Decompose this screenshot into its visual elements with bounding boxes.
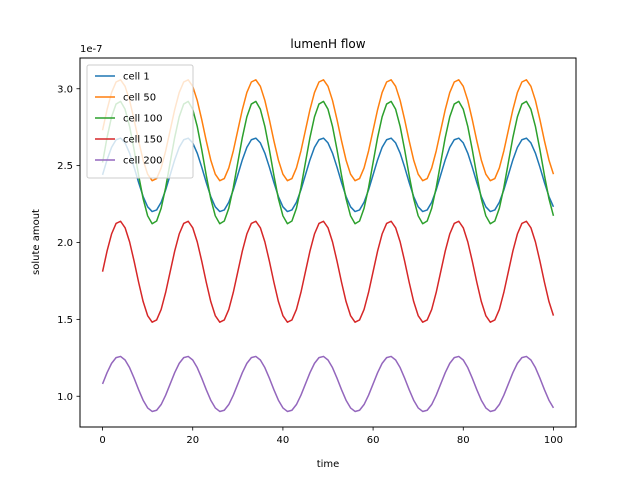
y-axis: 1.0 1.5 2.0 2.5 3.0 (57, 84, 80, 403)
y-offset-label: 1e-7 (80, 44, 103, 55)
y-tick-label: 2.0 (57, 238, 73, 249)
legend-box (86, 64, 194, 179)
series-line-5 (101, 355, 555, 413)
legend-entry: cell 100 (123, 114, 162, 125)
x-axis: 0 20 40 60 80 100 (99, 427, 563, 446)
x-tick-label: 80 (457, 435, 470, 446)
legend-entry: cell 150 (123, 135, 162, 146)
legend-entry: cell 50 (123, 93, 156, 104)
y-axis-label: solute amout (31, 209, 42, 275)
y-tick-label: 3.0 (57, 84, 73, 95)
x-tick-label: 60 (367, 435, 380, 446)
y-tick-label: 2.5 (57, 161, 73, 172)
series-line-4 (101, 220, 555, 323)
x-tick-label: 100 (544, 435, 563, 446)
legend-entry: cell 200 (123, 156, 162, 167)
x-axis-label: time (317, 459, 340, 470)
legend-entry: cell 1 (123, 72, 150, 83)
y-tick-label: 1.0 (57, 392, 73, 403)
chart-title: lumenH flow (290, 37, 365, 51)
x-tick-label: 20 (186, 435, 199, 446)
x-tick-label: 0 (99, 435, 105, 446)
legend: cell 1 cell 50 cell 100 cell 150 cell 200 (86, 64, 194, 179)
x-tick-label: 40 (277, 435, 290, 446)
y-tick-label: 1.5 (57, 315, 73, 326)
